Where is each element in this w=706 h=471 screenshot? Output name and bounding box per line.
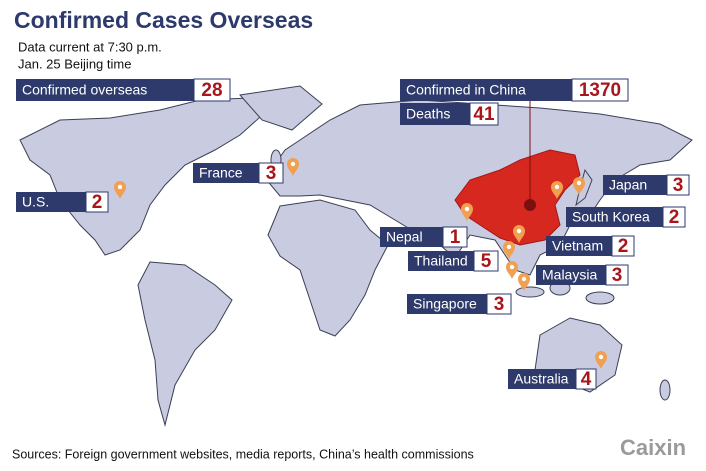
number: 2 [92,192,103,213]
number: 3 [494,294,505,315]
pin-dot [516,228,522,234]
subtitle: Jan. 25 Beijing time [18,56,131,71]
number-box [442,226,468,248]
label-box [193,163,259,183]
label: Japan [609,177,647,193]
number-box [571,78,629,102]
title: Confirmed Cases Overseas [14,7,313,33]
number-box [666,174,690,196]
label-box [536,265,606,285]
number: 3 [673,175,684,196]
pin-dot [464,206,470,212]
pin-dot [576,180,582,186]
label: France [199,165,243,181]
number-box [486,293,512,315]
label: South Korea [572,209,650,225]
pin [114,181,126,199]
number: 1370 [579,80,621,101]
number-box [605,264,629,286]
pin [595,351,607,369]
label: Deaths [406,106,450,122]
pin-dot [290,161,296,167]
china-region [454,149,581,246]
number: 28 [201,80,222,101]
subtitle: Data current at 7:30 p.m. [18,39,162,54]
label: Thailand [414,253,468,269]
number-box [258,162,284,184]
number-box [611,235,635,257]
number-box [193,78,231,102]
source: Sources: Foreign government websites, me… [12,447,474,461]
label-box [16,79,194,101]
label-box [380,227,443,247]
number: 3 [266,163,277,184]
label: Confirmed overseas [22,82,147,98]
pin-dot [117,184,123,190]
pin [287,158,299,176]
pin [551,181,563,199]
pin-dot [509,264,515,270]
logo: Caixin [620,435,686,460]
label: Singapore [413,296,477,312]
number: 2 [669,207,680,228]
label: Confirmed in China [406,82,526,98]
number: 1 [450,227,461,248]
number-box [85,191,109,213]
label-box [400,103,470,125]
pin-dot [521,276,527,282]
label-box [546,236,612,256]
label: Vietnam [552,238,603,254]
label: Nepal [386,229,423,245]
number-box [662,206,686,228]
label-box [603,175,667,195]
pin-dot [554,184,560,190]
pin [506,261,518,279]
number: 41 [473,104,495,125]
label: U.S. [22,194,49,210]
number-box [575,368,597,390]
label-box [16,192,86,212]
label: Malaysia [542,267,597,283]
label-box [407,294,487,314]
number: 2 [618,236,629,257]
number: 5 [481,251,492,272]
number: 3 [612,265,623,286]
label-box [408,251,474,271]
pin [513,225,525,243]
number-box [469,102,499,126]
pin [461,203,473,221]
china-pin [524,199,536,211]
pin [503,241,515,259]
pin-dot [506,244,512,250]
label-box [400,79,572,101]
label-box [566,207,663,227]
pin [573,177,585,195]
label: Australia [514,371,569,387]
number: 4 [581,369,592,390]
pin-dot [598,354,604,360]
label-box [508,369,576,389]
number-box [473,250,499,272]
pin [518,273,530,291]
